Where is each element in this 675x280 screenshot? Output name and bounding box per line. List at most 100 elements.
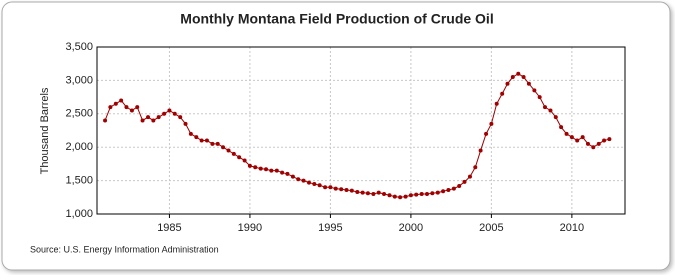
data-point: [140, 118, 145, 123]
data-point: [253, 165, 258, 170]
data-point: [103, 118, 108, 123]
data-point: [242, 158, 247, 163]
chart-title: Monthly Montana Field Production of Crud…: [180, 11, 493, 27]
data-point: [355, 189, 360, 194]
data-point: [569, 135, 574, 140]
data-point: [178, 115, 183, 120]
data-point: [221, 145, 226, 150]
data-point: [580, 135, 585, 140]
data-point: [521, 75, 526, 80]
data-point: [537, 95, 542, 100]
data-point: [119, 98, 124, 103]
data-point: [478, 148, 483, 153]
data-point: [156, 115, 161, 120]
y-tick-label: 2,500: [65, 108, 93, 120]
data-point: [204, 138, 209, 143]
data-point: [280, 170, 285, 175]
data-point: [425, 191, 429, 196]
y-tick-label: 1,500: [65, 175, 93, 187]
data-point: [269, 168, 274, 173]
data-point: [462, 179, 467, 184]
y-tick-label: 1,000: [65, 208, 93, 220]
data-point: [441, 189, 446, 194]
data-point: [371, 191, 376, 196]
data-point: [349, 188, 354, 193]
data-point: [312, 181, 317, 186]
data-point: [317, 183, 322, 188]
data-point: [301, 178, 306, 183]
data-point: [559, 125, 564, 130]
data-point: [258, 166, 263, 171]
data-point: [526, 81, 531, 86]
data-point: [408, 193, 413, 198]
source-note: Source: U.S. Energy Information Administ…: [30, 244, 219, 254]
data-point: [403, 194, 408, 199]
data-point: [199, 138, 204, 143]
data-point: [333, 186, 338, 191]
data-point: [129, 108, 134, 113]
y-tick-label: 2,000: [65, 141, 93, 153]
x-tick-label: 2005: [479, 222, 503, 234]
data-point: [457, 183, 462, 188]
data-point: [167, 108, 172, 113]
data-point: [435, 190, 440, 195]
data-point: [151, 118, 156, 123]
plot-border: [96, 46, 626, 215]
data-point: [264, 167, 269, 172]
data-point: [296, 177, 301, 182]
x-tick-label: 1985: [157, 222, 181, 234]
data-point: [285, 171, 290, 176]
data-point: [339, 187, 344, 192]
data-point: [188, 131, 193, 136]
data-point: [500, 91, 505, 96]
data-point: [419, 191, 424, 196]
data-point: [215, 141, 220, 146]
data-point: [376, 190, 381, 195]
x-tick-label: 1990: [238, 222, 262, 234]
data-point: [274, 168, 279, 173]
data-point: [467, 174, 472, 179]
data-point: [553, 115, 558, 120]
data-point: [484, 131, 489, 136]
x-tick-label: 2000: [399, 222, 423, 234]
data-point: [365, 191, 370, 196]
data-point: [231, 151, 236, 156]
data-point: [548, 108, 553, 113]
data-point: [135, 105, 140, 110]
data-point: [532, 88, 537, 93]
data-point: [307, 180, 312, 185]
y-tick-label: 3,500: [65, 41, 93, 53]
data-point: [510, 75, 515, 80]
data-point: [585, 141, 590, 146]
data-point: [414, 192, 419, 197]
data-point: [489, 121, 494, 126]
data-point: [124, 105, 129, 110]
data-point: [505, 81, 510, 86]
data-point: [542, 105, 547, 110]
data-point: [392, 194, 397, 199]
data-point: [237, 155, 242, 160]
data-point: [446, 187, 451, 192]
data-point: [323, 185, 328, 190]
data-point: [226, 148, 231, 153]
data-point: [516, 71, 521, 76]
data-point: [430, 191, 435, 196]
data-point: [247, 163, 252, 168]
data-point: [494, 101, 499, 106]
data-point: [183, 121, 188, 126]
data-point: [113, 101, 118, 106]
data-point: [290, 174, 295, 179]
data-point: [344, 187, 349, 192]
data-point: [328, 185, 333, 190]
data-point: [602, 138, 607, 143]
x-tick-label: 1995: [318, 222, 342, 234]
data-point: [172, 111, 177, 116]
data-point: [382, 191, 387, 196]
data-point: [387, 193, 392, 198]
x-tick-label: 2010: [560, 222, 584, 234]
y-tick-label: 3,000: [65, 74, 93, 86]
data-point: [210, 141, 215, 146]
data-point: [607, 137, 612, 142]
data-point: [108, 105, 113, 110]
